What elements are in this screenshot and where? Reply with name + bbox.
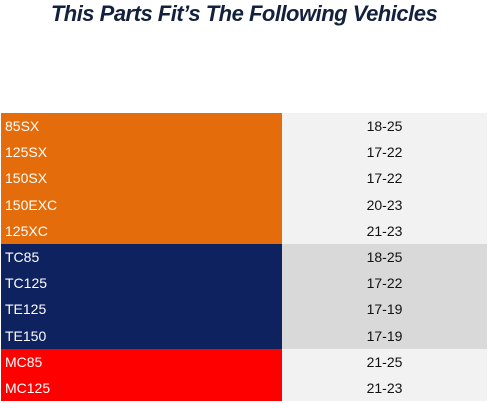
model-cell: 85SX bbox=[1, 113, 282, 140]
years-cell: 18-25 bbox=[282, 243, 487, 271]
years-cell: 21-25 bbox=[282, 348, 487, 375]
table-row: 150EXC 20-23 bbox=[1, 191, 487, 218]
table-row: TC125 17-22 bbox=[1, 270, 487, 297]
model-cell: TE150 bbox=[1, 322, 282, 349]
table-row: TC85 18-25 bbox=[1, 243, 487, 271]
title: This Parts Fit’s The Following Vehicles bbox=[50, 1, 438, 26]
table-row: 125XC 21-23 bbox=[1, 217, 487, 244]
years-cell: 20-23 bbox=[282, 191, 487, 218]
years-cell: 21-23 bbox=[282, 374, 487, 402]
model-cell: TC125 bbox=[1, 270, 282, 297]
years-cell: 17-22 bbox=[282, 270, 487, 297]
table-row: MC125 21-23 bbox=[1, 374, 487, 402]
table-row: TE125 17-19 bbox=[1, 296, 487, 323]
model-cell: 125XC bbox=[1, 217, 282, 244]
table-row: MC85 21-25 bbox=[1, 348, 487, 375]
years-cell: 17-22 bbox=[282, 165, 487, 192]
years-cell: 17-19 bbox=[282, 296, 487, 323]
years-cell: 21-23 bbox=[282, 217, 487, 244]
fitment-table: 85SX 18-25 125SX 17-22 150SX 17-22 150EXC 20-23… bbox=[1, 113, 487, 402]
model-cell: TE125 bbox=[1, 296, 282, 323]
years-cell: 17-22 bbox=[282, 139, 487, 166]
years-cell: 18-25 bbox=[282, 113, 487, 140]
model-cell: TC85 bbox=[1, 243, 282, 271]
years-cell: 17-19 bbox=[282, 322, 487, 349]
model-cell: 150SX bbox=[1, 165, 282, 192]
model-cell: MC125 bbox=[1, 374, 282, 402]
model-cell: 125SX bbox=[1, 139, 282, 166]
table-row: TE150 17-19 bbox=[1, 322, 487, 349]
model-cell: 150EXC bbox=[1, 191, 282, 218]
table-row: 150SX 17-22 bbox=[1, 165, 487, 192]
model-cell: MC85 bbox=[1, 348, 282, 375]
table-row: 85SX 18-25 bbox=[1, 113, 487, 140]
table-row: 125SX 17-22 bbox=[1, 139, 487, 166]
